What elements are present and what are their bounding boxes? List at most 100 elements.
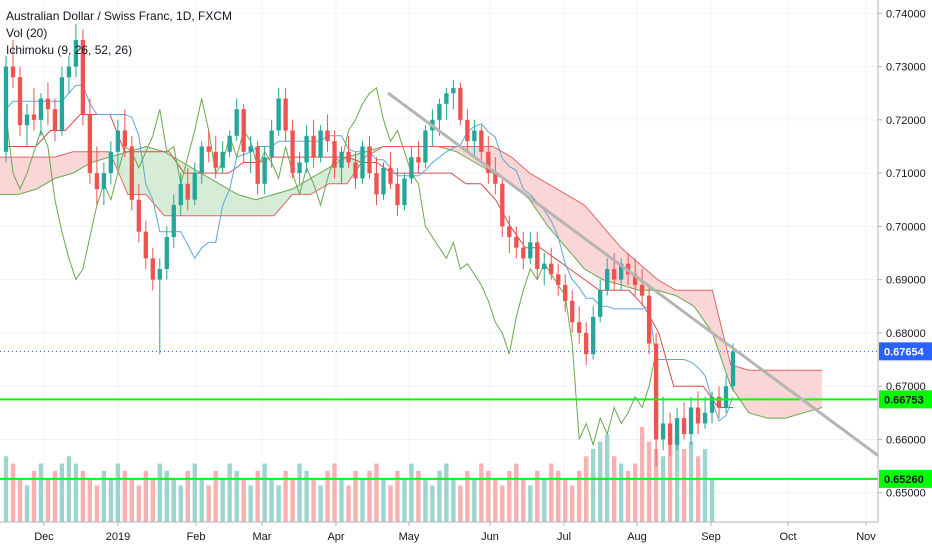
candle-body: [115, 130, 121, 152]
volume-bar: [360, 478, 365, 522]
candle-body: [479, 130, 484, 152]
candle: [108, 141, 114, 184]
candle: [388, 151, 393, 190]
candle: [605, 258, 610, 296]
candle-body: [570, 300, 575, 323]
volume-bar: [632, 463, 638, 522]
candle-body: [500, 183, 505, 227]
trendline[interactable]: [387, 91, 881, 459]
candle-body: [164, 237, 169, 269]
volume-bar: [248, 485, 253, 522]
volume-bar: [199, 478, 204, 522]
candle-body: [346, 151, 351, 163]
current-price-tag: 0.67654: [884, 346, 925, 358]
candle-body: [507, 226, 512, 238]
candle-body: [185, 183, 190, 200]
candle: [290, 119, 295, 179]
candle: [3, 55, 9, 163]
cloud-segment: [182, 162, 201, 216]
volume-bar: [3, 456, 9, 522]
candle: [199, 141, 204, 184]
candle: [409, 146, 414, 184]
candle-body: [660, 423, 666, 440]
candle: [24, 103, 30, 147]
candle-body: [297, 162, 302, 174]
candle: [297, 151, 302, 184]
volume-bar: [94, 485, 100, 522]
candle-body: [31, 114, 37, 120]
candle-body: [423, 130, 428, 163]
candle: [535, 231, 540, 280]
cloud-segment: [146, 146, 165, 216]
candle-body: [709, 396, 715, 413]
candle-body: [150, 258, 155, 280]
candle: [500, 178, 505, 238]
volume-bar: [563, 478, 568, 522]
x-tick-label: Dec: [34, 531, 54, 543]
candle-body: [702, 412, 708, 424]
candle-body: [87, 114, 93, 174]
candle-body: [122, 130, 128, 147]
candle: [311, 119, 316, 168]
volume-bar: [381, 478, 386, 522]
volume-bar: [374, 463, 379, 522]
candle-body: [94, 173, 100, 190]
candle-body: [276, 98, 281, 131]
volume-bar: [688, 441, 694, 522]
volume-bar: [611, 456, 617, 522]
volume-bar: [59, 463, 65, 522]
candle-body: [646, 295, 652, 344]
volume-bar: [73, 463, 79, 522]
cloud-segment: [91, 151, 110, 163]
horizontal-levels: [0, 350, 878, 480]
candle-body: [255, 146, 260, 184]
candle-body: [444, 93, 449, 104]
candle-body: [108, 151, 114, 174]
volume-bar: [101, 470, 107, 522]
volume-bar: [451, 478, 456, 522]
volume-bar: [577, 470, 582, 522]
candle-body: [290, 130, 295, 174]
candle: [402, 173, 407, 211]
candle-body: [381, 167, 386, 195]
candle: [178, 173, 183, 216]
candle: [115, 119, 121, 168]
candle: [241, 103, 246, 163]
volume-indicator-label[interactable]: Vol (20): [6, 26, 48, 40]
volume-bar: [521, 478, 526, 522]
candle-body: [639, 284, 645, 296]
volume-bar: [171, 478, 176, 522]
x-tick-label: Apr: [327, 531, 344, 543]
level-price-tag-bg: [879, 469, 932, 488]
candle: [52, 98, 58, 142]
candle-body: [402, 178, 407, 206]
candle: [458, 82, 463, 126]
candle: [716, 386, 722, 419]
candle-body: [388, 167, 393, 184]
candle-body: [17, 77, 23, 126]
candle-body: [451, 87, 456, 94]
volume-bar: [17, 478, 23, 522]
volume-bar: [24, 485, 30, 522]
candle-body: [178, 183, 183, 206]
volume-bar: [192, 463, 197, 522]
volume-bar: [500, 485, 505, 522]
ichimoku-indicator-label[interactable]: Ichimoku (9, 26, 52, 26): [6, 43, 133, 57]
volume-bar: [653, 448, 659, 522]
candle: [723, 375, 729, 413]
candle-body: [605, 268, 610, 291]
candle-body: [549, 263, 554, 275]
volume-bar: [213, 470, 218, 522]
candle: [688, 396, 694, 445]
volume-bar: [304, 470, 309, 522]
price-axis-bg: [878, 0, 932, 550]
candle-body: [556, 274, 561, 285]
cloud-segment: [219, 183, 238, 216]
x-tick-label: Feb: [187, 531, 206, 543]
cloud-segment: [18, 157, 37, 195]
candle: [374, 157, 379, 206]
cloud-segment: [274, 189, 293, 216]
volume-bar: [10, 463, 16, 522]
ichimoku-cloud: [0, 146, 822, 419]
